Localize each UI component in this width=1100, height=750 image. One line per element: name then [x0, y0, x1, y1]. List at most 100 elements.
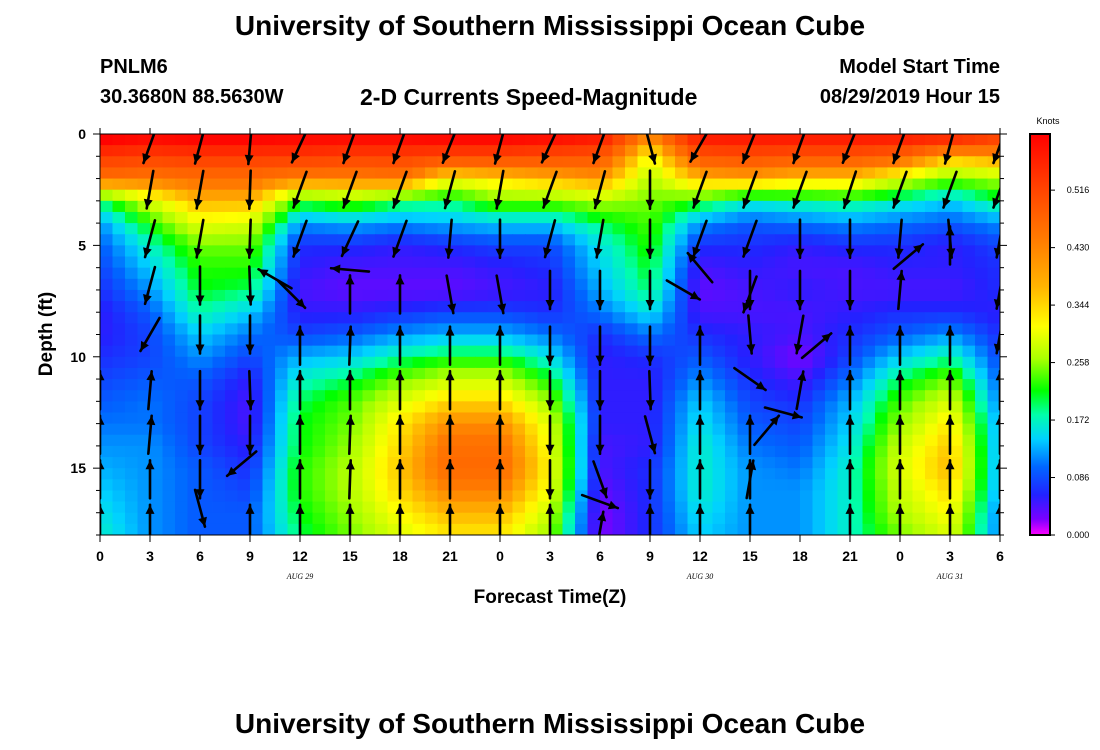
- heat-cell: [137, 379, 151, 391]
- heat-cell: [337, 501, 351, 514]
- heat-cell: [575, 434, 589, 447]
- arrow-head: [295, 415, 305, 425]
- heat-cell: [612, 512, 626, 525]
- x-tick-label: 3: [146, 548, 154, 564]
- current-arrow: [645, 459, 655, 500]
- heat-cell: [612, 468, 626, 480]
- heat-cell: [675, 445, 689, 458]
- heat-cell: [237, 379, 251, 391]
- heat-cell: [187, 434, 201, 447]
- heat-cell: [775, 523, 789, 535]
- heat-cell: [150, 457, 164, 469]
- heat-cell: [400, 434, 414, 447]
- heat-cell: [687, 367, 701, 380]
- heat-cell: [712, 445, 726, 458]
- heat-cell: [287, 312, 301, 324]
- heat-cell: [175, 156, 189, 169]
- heat-cell: [662, 412, 676, 425]
- heat-cell: [787, 234, 801, 246]
- heat-cell: [162, 301, 176, 313]
- arrow-head: [143, 293, 152, 304]
- heat-cell: [950, 468, 964, 480]
- heat-cell: [287, 134, 301, 146]
- heat-cell: [325, 334, 339, 347]
- current-arrow: [395, 325, 405, 366]
- heat-cell: [962, 289, 976, 302]
- heat-cell: [225, 223, 239, 235]
- heat-cell: [412, 390, 426, 402]
- heat-cell: [862, 256, 876, 269]
- heat-cell: [400, 189, 414, 202]
- heat-cell: [887, 256, 901, 269]
- heat-cell: [100, 479, 114, 492]
- heat-cell: [912, 312, 926, 324]
- heat-cell: [837, 145, 851, 157]
- heat-cell: [475, 256, 489, 269]
- heat-cell: [775, 223, 789, 235]
- heat-cell: [637, 401, 651, 414]
- heat-cell: [962, 267, 976, 280]
- heat-cell: [187, 145, 201, 157]
- heat-cell: [562, 301, 576, 313]
- heat-cell: [212, 445, 226, 458]
- heat-cell: [462, 323, 476, 336]
- current-arrow: [945, 414, 955, 456]
- heat-cell: [625, 390, 639, 402]
- heat-cell: [750, 334, 764, 347]
- heat-cell: [450, 501, 464, 514]
- heat-cell: [600, 423, 614, 436]
- heat-cell: [800, 156, 814, 169]
- current-arrow: [139, 316, 161, 353]
- heat-cell: [675, 379, 689, 391]
- heat-cell: [225, 379, 239, 391]
- heat-cell: [425, 479, 439, 492]
- heat-cell: [562, 256, 576, 269]
- heat-cell: [662, 423, 676, 436]
- heat-cell: [925, 234, 939, 246]
- heat-cell: [225, 134, 239, 146]
- heat-cell: [637, 312, 651, 324]
- heat-cell: [300, 512, 314, 525]
- heat-cell: [825, 189, 839, 202]
- heat-cell: [362, 490, 376, 503]
- heat-cell: [737, 390, 751, 402]
- heat-cell: [512, 167, 526, 180]
- heat-cell: [225, 167, 239, 180]
- heat-cell: [500, 223, 514, 235]
- heat-cell: [275, 401, 289, 414]
- heat-cell: [600, 334, 614, 347]
- heat-cell: [712, 356, 726, 369]
- heat-cell: [387, 323, 401, 336]
- heat-cell: [837, 512, 851, 525]
- heat-cell: [675, 457, 689, 469]
- heat-cell: [650, 145, 664, 157]
- heat-cell: [837, 412, 851, 425]
- heat-cell: [212, 334, 226, 347]
- heat-cell: [950, 156, 964, 169]
- heat-cell: [900, 401, 914, 414]
- heat-cell: [137, 211, 151, 224]
- arrow-head: [493, 198, 503, 209]
- heat-cell: [637, 323, 651, 336]
- heat-cell: [262, 479, 276, 492]
- heat-cell: [712, 245, 726, 258]
- heat-cell: [362, 523, 376, 535]
- heat-cell: [725, 412, 739, 425]
- heat-cell: [750, 211, 764, 224]
- heat-cell: [650, 401, 664, 414]
- arrow-head: [695, 371, 705, 381]
- heat-cell: [537, 145, 551, 157]
- heat-cell: [275, 479, 289, 492]
- heat-cell: [737, 479, 751, 492]
- heat-cell: [987, 479, 1000, 492]
- heat-cell: [500, 245, 514, 258]
- heat-cell: [400, 312, 414, 324]
- current-arrow: [645, 169, 655, 210]
- heat-cell: [137, 523, 151, 535]
- heat-cell: [237, 490, 251, 503]
- heat-cell: [125, 245, 139, 258]
- heat-cell: [450, 178, 464, 191]
- heat-cell: [150, 245, 164, 258]
- heat-cell: [537, 156, 551, 169]
- current-arrow: [795, 269, 805, 311]
